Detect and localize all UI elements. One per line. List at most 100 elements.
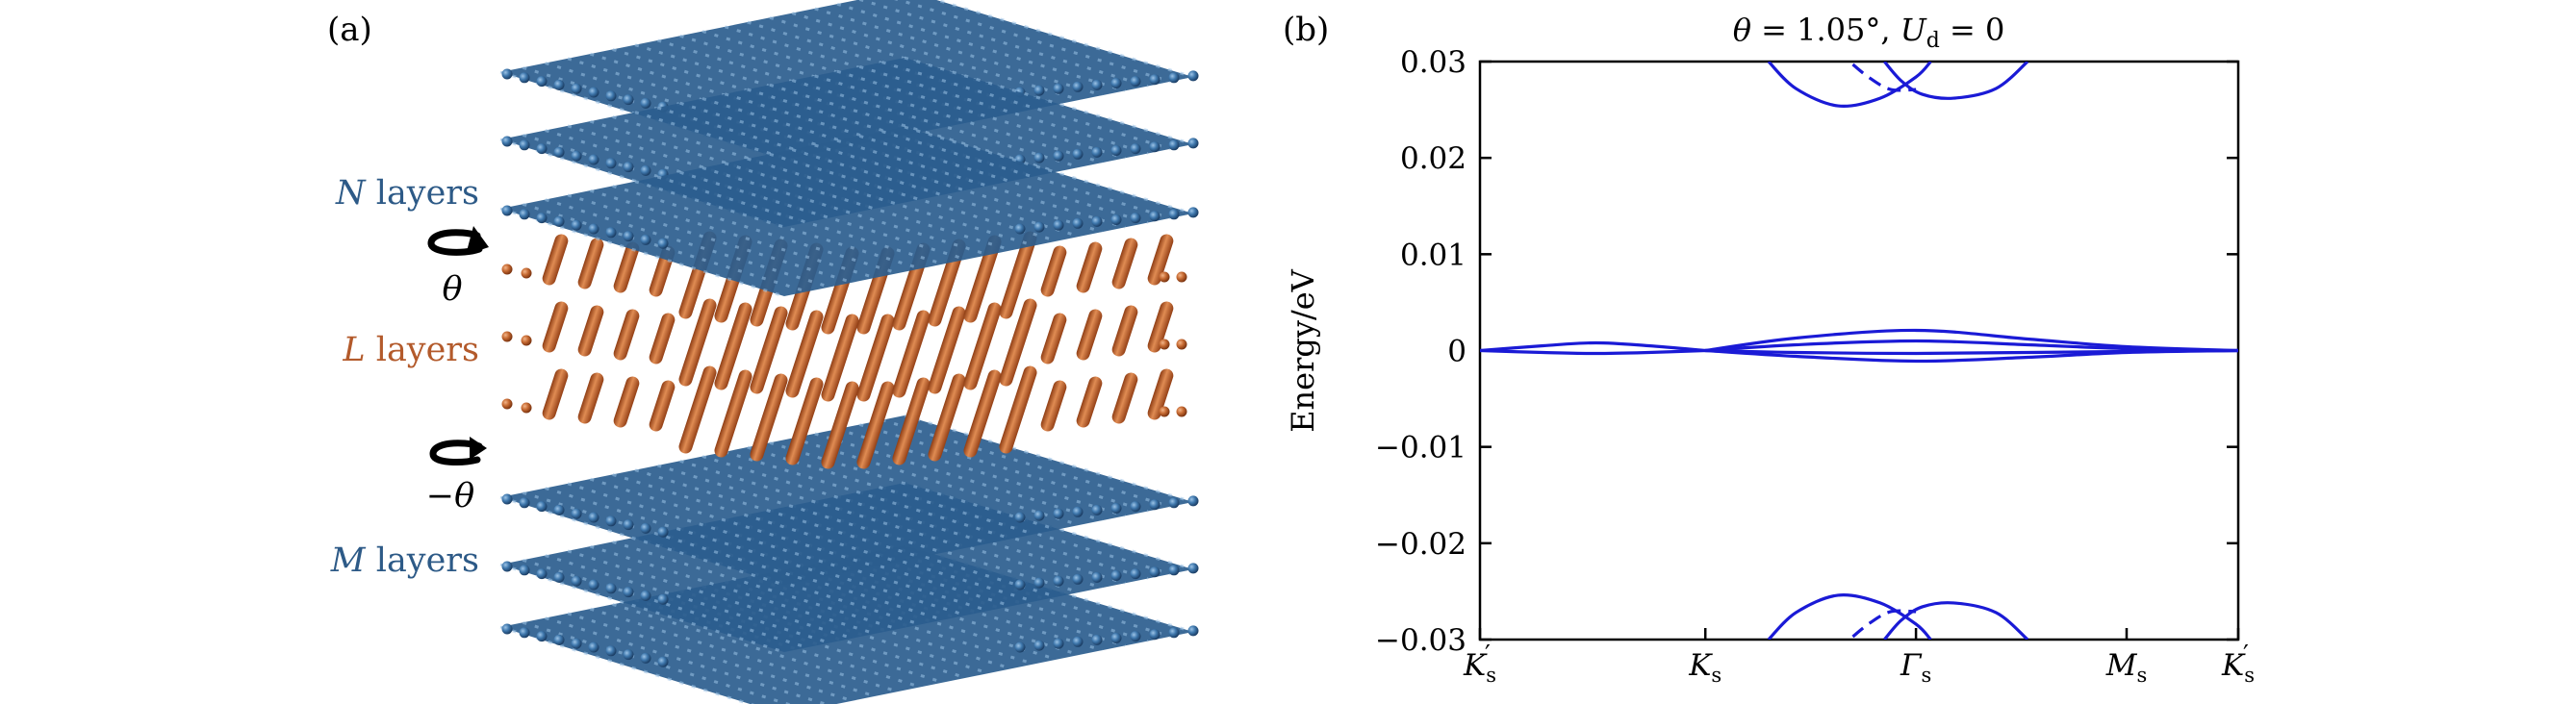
atom-row — [814, 143, 1103, 234]
atom — [657, 526, 669, 538]
atom — [1072, 148, 1084, 160]
atom — [1091, 634, 1103, 645]
orange-rod — [1111, 238, 1138, 289]
orange-rod — [999, 231, 1037, 319]
orange-rod — [1040, 313, 1067, 365]
orange-rod — [1111, 372, 1138, 424]
atom — [553, 504, 565, 515]
atom — [1187, 625, 1199, 637]
orange-rod — [542, 234, 569, 286]
orange-rod — [1040, 245, 1067, 297]
atom-row — [836, 138, 1126, 229]
atom — [536, 631, 548, 642]
atom — [623, 587, 634, 598]
orange-rod — [928, 373, 966, 462]
atom-row — [881, 418, 1171, 509]
atom — [1149, 74, 1160, 86]
atom — [1159, 406, 1170, 417]
atom — [623, 231, 634, 242]
atom — [640, 164, 651, 176]
atom — [519, 209, 530, 220]
atom — [536, 501, 548, 513]
atom-row — [904, 125, 1194, 215]
atom-row — [858, 135, 1149, 224]
l-layers-label: L layers — [342, 331, 479, 369]
atom — [1110, 570, 1122, 581]
orange-rod — [613, 309, 640, 361]
atom — [1072, 573, 1084, 585]
orange-rod — [821, 381, 859, 469]
atom — [501, 331, 513, 342]
y-tick-label: −0.02 — [1375, 527, 1467, 562]
atom — [1187, 207, 1199, 218]
y-tick-label: 0 — [1447, 335, 1467, 369]
atom — [1176, 339, 1187, 350]
y-tick-label: −0.03 — [1375, 623, 1467, 658]
atom-row — [836, 2, 1126, 92]
atom — [605, 90, 617, 102]
atom — [553, 571, 565, 583]
x-tick-label: Ks′ — [1463, 641, 1496, 687]
band-line — [1883, 62, 2029, 100]
atom — [1053, 575, 1064, 587]
orange-rod — [542, 301, 569, 353]
atom — [1149, 141, 1160, 153]
atom — [1033, 640, 1045, 651]
orange-rod — [1111, 305, 1138, 357]
atom — [1187, 70, 1199, 82]
orange-rod — [856, 381, 895, 469]
minus-theta-label: −θ — [426, 477, 474, 515]
atom — [519, 627, 530, 639]
orange-rod — [821, 314, 859, 402]
atom — [571, 638, 582, 649]
atom — [588, 223, 599, 235]
atom — [1149, 629, 1160, 641]
atom — [521, 335, 532, 346]
orange-rod — [678, 365, 717, 454]
atom — [519, 497, 530, 509]
atom — [1033, 577, 1045, 589]
atom — [1149, 499, 1160, 511]
atom — [640, 590, 651, 601]
band-line — [1851, 63, 1917, 92]
atom — [1053, 150, 1064, 162]
atom — [588, 154, 599, 165]
atom-row — [858, 0, 1149, 88]
orange-rod — [750, 373, 788, 462]
orange-rod — [577, 305, 604, 357]
x-tick-label: Ks — [1688, 648, 1722, 687]
atom — [605, 227, 617, 239]
atom-row — [881, 130, 1171, 220]
atom — [1110, 145, 1122, 156]
n-layers-label: N layers — [335, 174, 479, 213]
atom — [1053, 638, 1064, 649]
atom — [1014, 641, 1026, 653]
x-tick-label: Ks′ — [2221, 641, 2255, 687]
orange-rod — [963, 369, 1002, 458]
orange-rod — [613, 241, 640, 293]
atom — [501, 264, 513, 275]
atom — [1130, 143, 1141, 155]
atom — [1130, 501, 1141, 513]
atom — [1187, 495, 1199, 507]
orange-rod — [649, 380, 676, 432]
atom — [501, 493, 513, 505]
x-tick-label: Ms — [2105, 648, 2148, 687]
atom — [1168, 72, 1180, 84]
atom — [1168, 497, 1180, 509]
orange-rod — [1147, 301, 1174, 353]
band-line — [1767, 592, 1932, 640]
orange-rod — [1076, 241, 1103, 293]
atom — [605, 645, 617, 657]
band-line — [1704, 328, 2238, 353]
atom — [536, 568, 548, 580]
orange-rod — [785, 377, 824, 465]
atom — [1110, 503, 1122, 514]
atom — [640, 652, 651, 664]
orange-rod — [856, 314, 895, 402]
atom — [1149, 211, 1160, 222]
orange-rod — [577, 238, 604, 289]
atom — [536, 213, 548, 224]
orange-rod — [999, 365, 1037, 454]
